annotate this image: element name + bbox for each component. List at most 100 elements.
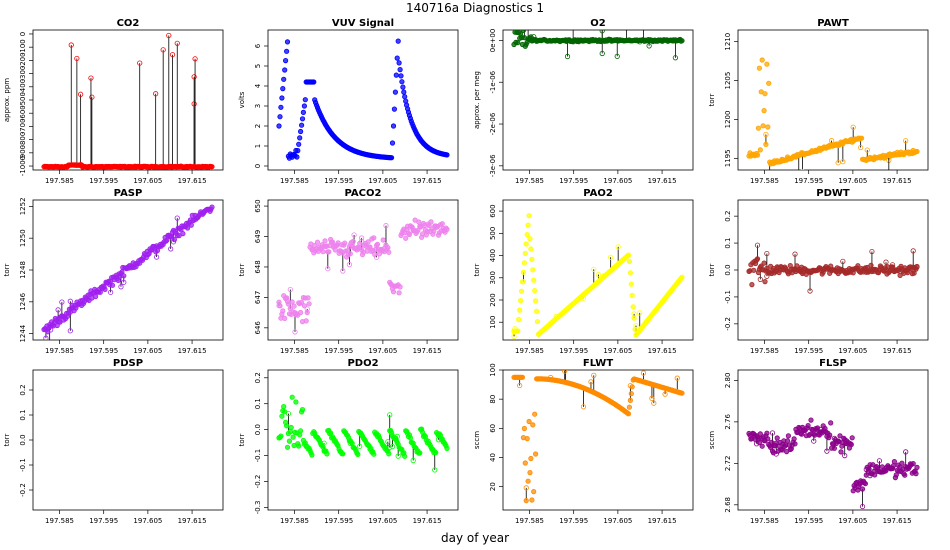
data-point [798, 431, 805, 437]
data-point [298, 299, 305, 305]
data-point [628, 390, 634, 397]
data-point [532, 298, 539, 304]
data-point [914, 464, 920, 470]
panel-title: PASP [114, 188, 143, 199]
data-series [511, 213, 685, 339]
data-point [629, 292, 635, 299]
data-point [626, 258, 633, 265]
data-point [102, 286, 108, 292]
spike-point [637, 310, 643, 316]
data-point [531, 488, 537, 495]
data-point [528, 246, 534, 252]
data-point [293, 399, 299, 405]
data-point [297, 128, 304, 135]
data-point [280, 308, 286, 314]
y-tick-label: -0.2 [254, 475, 262, 489]
data-point [439, 221, 445, 227]
spike-point [571, 21, 575, 25]
data-point [365, 239, 371, 245]
data-point [755, 125, 762, 131]
plot-frame [737, 369, 929, 511]
y-tick-label: -500 [19, 92, 27, 108]
spike-point [903, 138, 909, 144]
y-tick-label: 1248 [19, 261, 27, 279]
spike-point [800, 169, 805, 170]
y-tick-label: -0.2 [19, 483, 27, 497]
y-tick-label: 300 [489, 271, 497, 284]
data-point [115, 277, 121, 283]
data-point [209, 204, 215, 210]
y-tick-label: -1e-06 [489, 70, 497, 93]
x-tick-label: 197.605 [838, 517, 867, 525]
x-tick-label: 197.585 [750, 177, 779, 185]
data-point [528, 455, 534, 462]
y-tick-label: 649 [254, 230, 262, 243]
spike-point [869, 248, 875, 255]
y-axis-label: torr [3, 264, 11, 277]
data-point [628, 281, 634, 287]
data-point [679, 390, 685, 396]
data-point [57, 319, 63, 325]
y-tick-label: 1252 [19, 197, 27, 215]
spike-point [580, 404, 587, 410]
data-point [289, 299, 295, 305]
x-tick-label: 197.605 [603, 517, 632, 525]
data-point [525, 222, 531, 228]
x-tick-label: 197.615 [648, 347, 677, 355]
data-point [770, 450, 777, 456]
x-tick-label: 197.595 [324, 347, 353, 355]
data-point [855, 263, 861, 269]
data-point [388, 155, 395, 161]
spike-point [763, 131, 769, 138]
data-point [792, 441, 798, 447]
y-tick-label: -0.1 [724, 290, 732, 304]
x-tick-label: 197.585 [750, 347, 779, 355]
data-point [332, 247, 338, 253]
x-tick-label: 197.615 [413, 177, 442, 185]
y-axis-label: torr [238, 434, 246, 447]
y-tick-label: 1250 [19, 229, 27, 247]
data-point [779, 446, 785, 452]
spike-point [662, 391, 668, 397]
spike-point [118, 284, 124, 290]
data-point [320, 249, 326, 255]
data-point [121, 273, 127, 279]
data-point [762, 91, 768, 97]
x-tick-label: 197.605 [368, 177, 397, 185]
data-point [625, 252, 632, 258]
y-axis-label: torr [238, 264, 246, 277]
x-tick-label: 197.595 [794, 517, 823, 525]
spike-point [850, 124, 856, 130]
data-point [329, 239, 336, 245]
data-series [276, 217, 450, 335]
spike-point [674, 375, 680, 381]
spike-point [78, 91, 84, 97]
data-point [529, 497, 535, 503]
data-point [209, 164, 215, 170]
data-point [372, 251, 378, 257]
spike-point [840, 159, 846, 165]
plot-frame [737, 29, 929, 171]
data-point [282, 57, 289, 64]
data-point [283, 423, 290, 429]
y-tick-label: -0.1 [19, 458, 27, 472]
spike-point [137, 60, 143, 66]
x-tick-label: 197.615 [883, 347, 912, 355]
y-tick-label: -300 [19, 66, 27, 82]
panel-flwt: FLWT sccm 20 40 60 80 100 197.585 197.595 197.605… [473, 358, 694, 525]
data-point [301, 103, 307, 109]
data-point [400, 84, 406, 90]
data-point [849, 435, 855, 441]
data-point [784, 438, 791, 444]
spike-point [55, 307, 61, 313]
data-point [525, 478, 531, 484]
spike-point [88, 75, 94, 81]
spike-point [887, 171, 891, 175]
data-point [282, 67, 288, 73]
data-point [534, 319, 541, 325]
data-point [311, 79, 317, 85]
data-series [41, 204, 215, 340]
data-point [287, 306, 293, 312]
y-tick-label: 0 [19, 32, 27, 36]
